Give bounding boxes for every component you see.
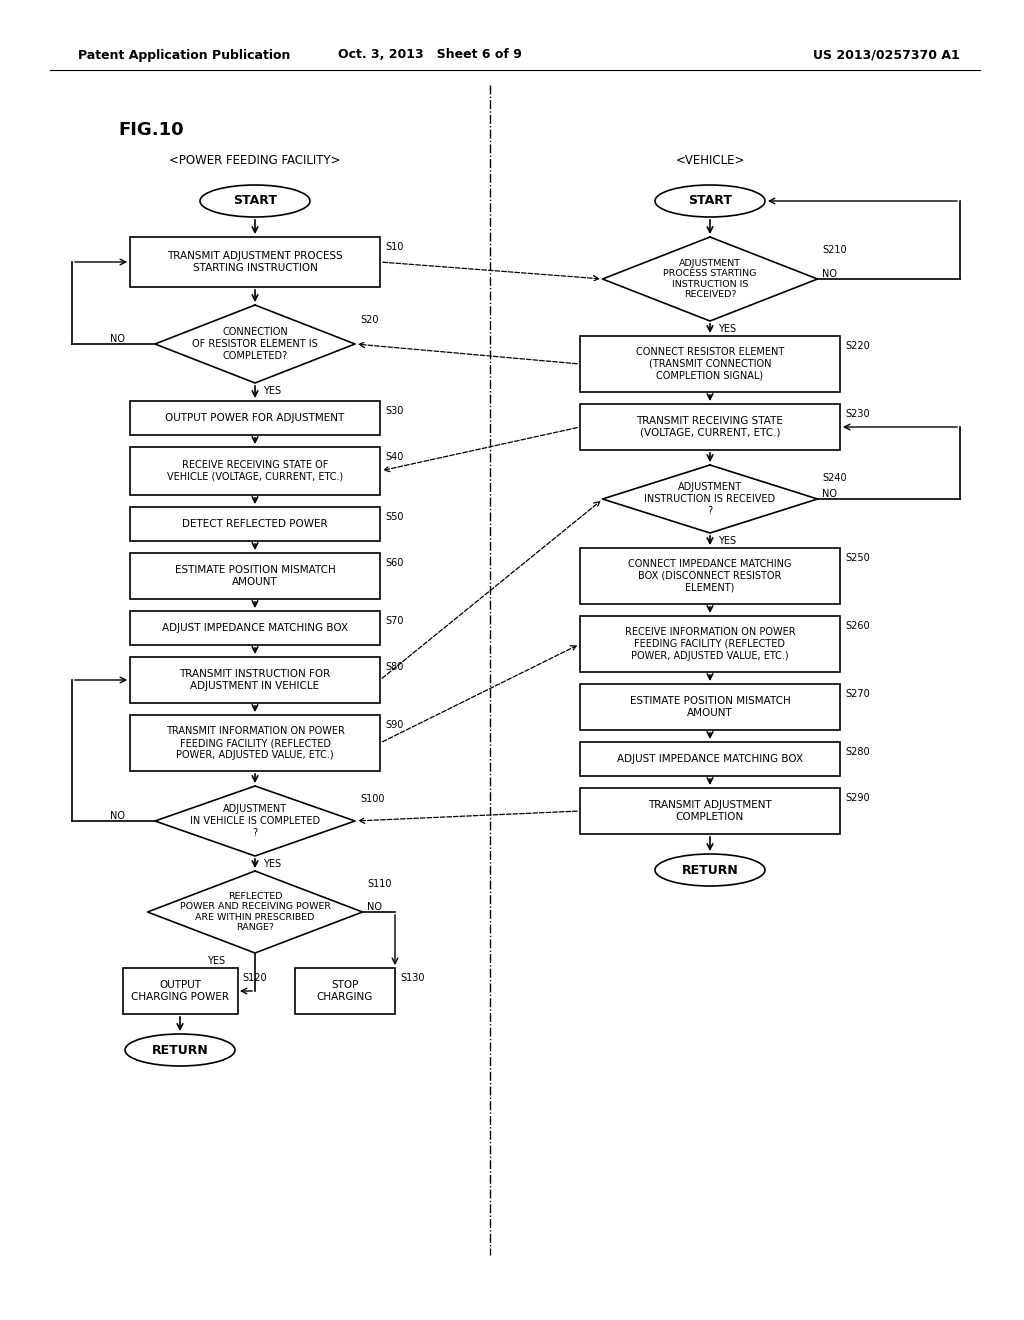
- FancyBboxPatch shape: [130, 401, 380, 436]
- Text: REFLECTED
POWER AND RECEIVING POWER
ARE WITHIN PRESCRIBED
RANGE?: REFLECTED POWER AND RECEIVING POWER ARE …: [179, 892, 331, 932]
- Text: CONNECT RESISTOR ELEMENT
(TRANSMIT CONNECTION
COMPLETION SIGNAL): CONNECT RESISTOR ELEMENT (TRANSMIT CONNE…: [636, 347, 784, 380]
- Ellipse shape: [655, 185, 765, 216]
- Text: NO: NO: [110, 334, 125, 345]
- Text: RETURN: RETURN: [152, 1044, 208, 1056]
- Text: S260: S260: [845, 620, 869, 631]
- Text: S10: S10: [385, 242, 403, 252]
- Text: Oct. 3, 2013   Sheet 6 of 9: Oct. 3, 2013 Sheet 6 of 9: [338, 49, 522, 62]
- Text: S70: S70: [385, 616, 403, 626]
- Text: S80: S80: [385, 663, 403, 672]
- Text: S100: S100: [360, 795, 384, 804]
- Text: <POWER FEEDING FACILITY>: <POWER FEEDING FACILITY>: [169, 153, 341, 166]
- Text: TRANSMIT RECEIVING STATE
(VOLTAGE, CURRENT, ETC.): TRANSMIT RECEIVING STATE (VOLTAGE, CURRE…: [637, 416, 783, 438]
- FancyBboxPatch shape: [130, 238, 380, 286]
- FancyBboxPatch shape: [580, 742, 840, 776]
- Text: ESTIMATE POSITION MISMATCH
AMOUNT: ESTIMATE POSITION MISMATCH AMOUNT: [175, 565, 336, 587]
- Text: START: START: [688, 194, 732, 207]
- Text: ADJUST IMPEDANCE MATCHING BOX: ADJUST IMPEDANCE MATCHING BOX: [162, 623, 348, 634]
- Text: S130: S130: [400, 973, 425, 983]
- FancyBboxPatch shape: [295, 968, 395, 1014]
- Text: NO: NO: [822, 269, 837, 279]
- Text: NO: NO: [367, 902, 382, 912]
- FancyBboxPatch shape: [580, 337, 840, 392]
- FancyBboxPatch shape: [130, 715, 380, 771]
- Text: ADJUST IMPEDANCE MATCHING BOX: ADJUST IMPEDANCE MATCHING BOX: [616, 754, 803, 764]
- Text: Patent Application Publication: Patent Application Publication: [78, 49, 291, 62]
- FancyBboxPatch shape: [130, 507, 380, 541]
- Text: YES: YES: [207, 956, 225, 966]
- Text: START: START: [233, 194, 278, 207]
- Text: YES: YES: [263, 859, 282, 869]
- Text: US 2013/0257370 A1: US 2013/0257370 A1: [813, 49, 961, 62]
- Text: S220: S220: [845, 341, 869, 351]
- Text: OUTPUT POWER FOR ADJUSTMENT: OUTPUT POWER FOR ADJUSTMENT: [165, 413, 345, 422]
- Text: S50: S50: [385, 512, 403, 521]
- Text: TRANSMIT ADJUSTMENT PROCESS
STARTING INSTRUCTION: TRANSMIT ADJUSTMENT PROCESS STARTING INS…: [167, 251, 343, 273]
- Text: ADJUSTMENT
PROCESS STARTING
INSTRUCTION IS
RECEIVED?: ADJUSTMENT PROCESS STARTING INSTRUCTION …: [664, 259, 757, 300]
- Text: ADJUSTMENT
INSTRUCTION IS RECEIVED
?: ADJUSTMENT INSTRUCTION IS RECEIVED ?: [644, 482, 775, 516]
- Text: S90: S90: [385, 719, 403, 730]
- Text: DETECT REFLECTED POWER: DETECT REFLECTED POWER: [182, 519, 328, 529]
- Text: S20: S20: [360, 315, 379, 325]
- Text: S290: S290: [845, 793, 869, 803]
- FancyBboxPatch shape: [130, 553, 380, 599]
- Text: S110: S110: [367, 879, 391, 888]
- Text: YES: YES: [718, 323, 736, 334]
- Text: TRANSMIT INFORMATION ON POWER
FEEDING FACILITY (REFLECTED
POWER, ADJUSTED VALUE,: TRANSMIT INFORMATION ON POWER FEEDING FA…: [166, 726, 344, 759]
- Text: ESTIMATE POSITION MISMATCH
AMOUNT: ESTIMATE POSITION MISMATCH AMOUNT: [630, 696, 791, 718]
- Text: S120: S120: [242, 973, 266, 983]
- Text: S210: S210: [822, 246, 847, 255]
- Text: RETURN: RETURN: [682, 863, 738, 876]
- Text: TRANSMIT INSTRUCTION FOR
ADJUSTMENT IN VEHICLE: TRANSMIT INSTRUCTION FOR ADJUSTMENT IN V…: [179, 669, 331, 690]
- Text: OUTPUT
CHARGING POWER: OUTPUT CHARGING POWER: [131, 981, 229, 1002]
- Text: ADJUSTMENT
IN VEHICLE IS COMPLETED
?: ADJUSTMENT IN VEHICLE IS COMPLETED ?: [189, 804, 321, 838]
- FancyBboxPatch shape: [580, 684, 840, 730]
- FancyBboxPatch shape: [123, 968, 238, 1014]
- Text: NO: NO: [110, 810, 125, 821]
- FancyBboxPatch shape: [130, 657, 380, 704]
- Ellipse shape: [200, 185, 310, 216]
- Text: CONNECTION
OF RESISTOR ELEMENT IS
COMPLETED?: CONNECTION OF RESISTOR ELEMENT IS COMPLE…: [193, 327, 317, 360]
- Text: YES: YES: [718, 536, 736, 546]
- FancyBboxPatch shape: [130, 447, 380, 495]
- Text: FIG.10: FIG.10: [118, 121, 183, 139]
- Text: S40: S40: [385, 451, 403, 462]
- Text: S250: S250: [845, 553, 869, 564]
- FancyBboxPatch shape: [130, 611, 380, 645]
- FancyBboxPatch shape: [580, 788, 840, 834]
- Text: S60: S60: [385, 558, 403, 568]
- Text: S240: S240: [822, 473, 847, 483]
- Text: NO: NO: [822, 488, 837, 499]
- FancyBboxPatch shape: [580, 616, 840, 672]
- Text: S280: S280: [845, 747, 869, 756]
- Text: S230: S230: [845, 409, 869, 418]
- Text: TRANSMIT ADJUSTMENT
COMPLETION: TRANSMIT ADJUSTMENT COMPLETION: [648, 800, 772, 822]
- Text: S270: S270: [845, 689, 869, 700]
- Text: S30: S30: [385, 407, 403, 416]
- Text: RECEIVE RECEIVING STATE OF
VEHICLE (VOLTAGE, CURRENT, ETC.): RECEIVE RECEIVING STATE OF VEHICLE (VOLT…: [167, 461, 343, 482]
- FancyBboxPatch shape: [580, 404, 840, 450]
- Ellipse shape: [125, 1034, 234, 1067]
- Text: STOP
CHARGING: STOP CHARGING: [316, 981, 373, 1002]
- Text: CONNECT IMPEDANCE MATCHING
BOX (DISCONNECT RESISTOR
ELEMENT): CONNECT IMPEDANCE MATCHING BOX (DISCONNE…: [629, 560, 792, 593]
- Text: YES: YES: [263, 385, 282, 396]
- Ellipse shape: [655, 854, 765, 886]
- Text: <VEHICLE>: <VEHICLE>: [675, 153, 744, 166]
- Text: RECEIVE INFORMATION ON POWER
FEEDING FACILITY (REFLECTED
POWER, ADJUSTED VALUE, : RECEIVE INFORMATION ON POWER FEEDING FAC…: [625, 627, 796, 660]
- FancyBboxPatch shape: [580, 548, 840, 605]
